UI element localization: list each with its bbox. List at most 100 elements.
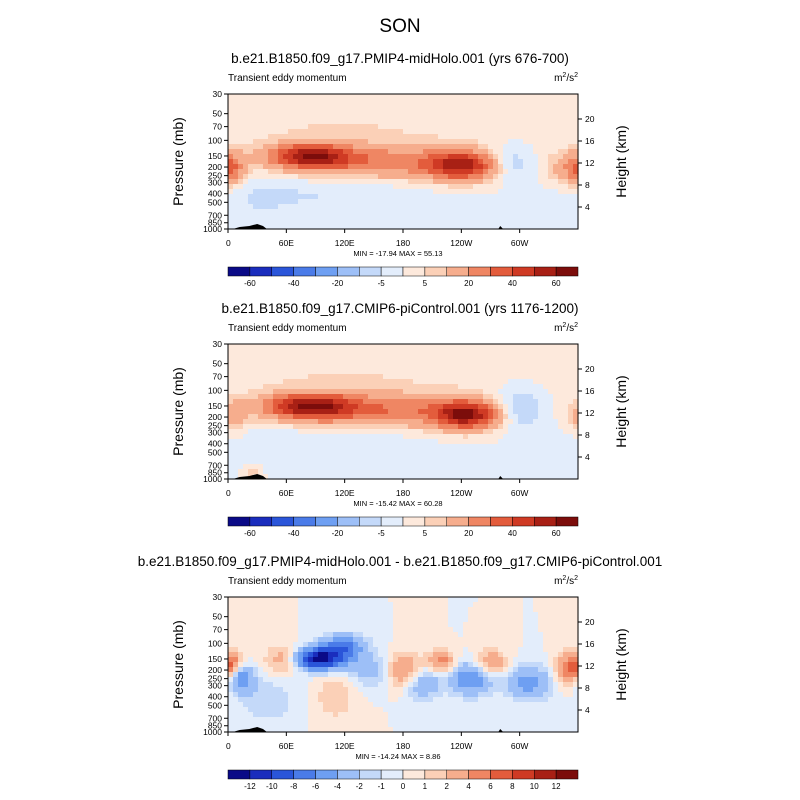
contour-cell [488, 637, 494, 643]
contour-cell [443, 184, 449, 190]
contour-cell [233, 607, 239, 613]
contour-cell [458, 439, 464, 445]
contour-cell [293, 464, 299, 470]
contour-cell [288, 469, 294, 475]
contour-cell [323, 104, 329, 110]
contour-cell [258, 394, 264, 400]
contour-cell [473, 424, 479, 430]
contour-cell [238, 154, 244, 160]
contour-cell [418, 139, 424, 145]
contour-cell [323, 597, 329, 603]
contour-cell [363, 344, 369, 350]
contour-cell [388, 632, 394, 638]
contour-cell [543, 139, 549, 145]
contour-cell [573, 662, 579, 668]
contour-cell [453, 617, 459, 623]
contour-cell [433, 647, 439, 653]
colorbar-swatch [380, 266, 404, 277]
contour-cell [333, 652, 339, 658]
contour-cell [368, 597, 374, 603]
contour-cell [308, 642, 314, 648]
contour-cell [538, 179, 544, 185]
contour-cell [323, 459, 329, 465]
contour-cell [568, 104, 574, 110]
contour-cell [533, 459, 539, 465]
contour-cell [403, 359, 409, 365]
contour-cell [503, 439, 509, 445]
contour-cell [423, 379, 429, 385]
contour-cell [553, 364, 559, 370]
contour-cell [528, 139, 534, 145]
contour-cell [328, 109, 334, 115]
contour-cell [228, 667, 234, 673]
contour-cell [238, 104, 244, 110]
contour-cell [293, 424, 299, 430]
contour-cell [263, 444, 269, 450]
contour-cell [508, 199, 514, 205]
contour-cell [523, 194, 529, 200]
contour-cell [563, 134, 569, 140]
contour-cell [318, 134, 324, 140]
contour-cell [383, 399, 389, 405]
contour-cell [568, 389, 574, 395]
contour-cell [553, 617, 559, 623]
contour-cell [393, 364, 399, 370]
contour-cell [253, 612, 259, 618]
contour-cell [343, 164, 349, 170]
contour-cell [308, 134, 314, 140]
contour-cell [233, 219, 239, 225]
contour-cell [518, 652, 524, 658]
contour-cell [538, 214, 544, 220]
contour-cell [233, 194, 239, 200]
contour-cell [243, 612, 249, 618]
contour-cell [313, 657, 319, 663]
contour-cell [478, 149, 484, 155]
contour-cell [228, 637, 234, 643]
contour-cell [338, 174, 344, 180]
contour-cell [393, 359, 399, 365]
contour-cell [298, 424, 304, 430]
contour-cell [383, 394, 389, 400]
contour-cell [548, 349, 554, 355]
contour-cell [343, 189, 349, 195]
contour-cell [498, 144, 504, 150]
contour-cell [418, 449, 424, 455]
contour-cell [363, 189, 369, 195]
contour-cell [348, 364, 354, 370]
contour-cell [293, 607, 299, 613]
contour-cell [533, 99, 539, 105]
contour-cell [518, 134, 524, 140]
contour-cell [463, 602, 469, 608]
contour-cell [238, 424, 244, 430]
contour-cell [443, 209, 449, 215]
contour-cell [303, 179, 309, 185]
contour-cell [503, 199, 509, 205]
contour-cell [558, 349, 564, 355]
contour-cell [528, 109, 534, 115]
contour-cell [298, 354, 304, 360]
contour-cell [453, 204, 459, 210]
contour-cell [563, 449, 569, 455]
contour-cell [418, 144, 424, 150]
contour-cell [273, 119, 279, 125]
contour-cell [528, 224, 534, 230]
contour-cell [243, 104, 249, 110]
contour-cell [518, 194, 524, 200]
contour-cell [428, 139, 434, 145]
contour-cell [348, 384, 354, 390]
contour-cell [568, 179, 574, 185]
contour-cell [233, 359, 239, 365]
contour-cell [398, 149, 404, 155]
contour-cell [488, 612, 494, 618]
contour-cell [443, 464, 449, 470]
contour-cell [438, 144, 444, 150]
contour-cell [543, 414, 549, 420]
contour-cell [453, 369, 459, 375]
contour-cell [418, 149, 424, 155]
contour-cell [263, 99, 269, 105]
contour-cell [503, 164, 509, 170]
contour-cell [388, 434, 394, 440]
contour-cell [288, 164, 294, 170]
contour-cell [303, 394, 309, 400]
contour-cell [403, 439, 409, 445]
